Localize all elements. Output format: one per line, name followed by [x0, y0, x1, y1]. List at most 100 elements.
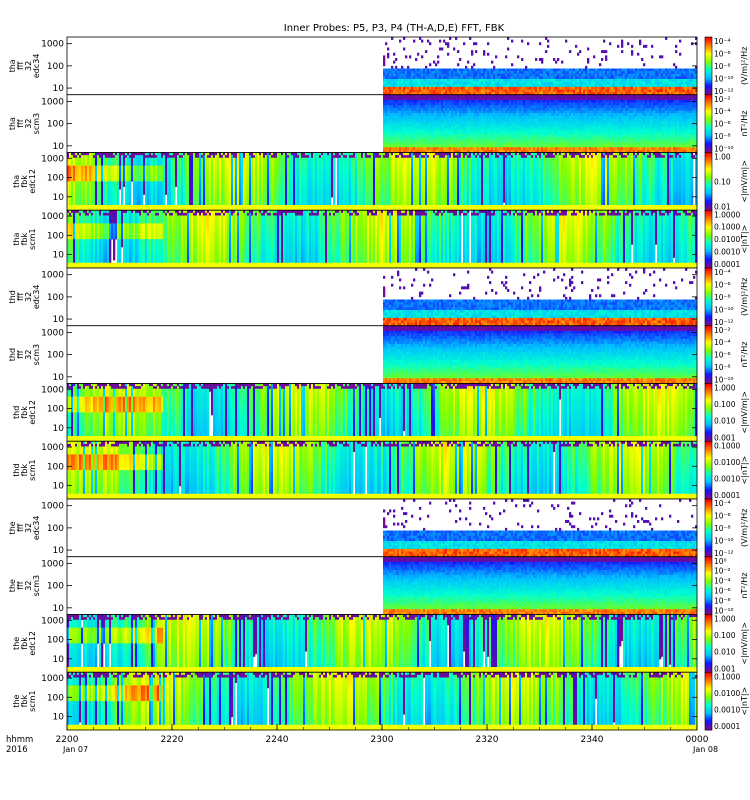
heatmap-cell	[487, 82, 489, 85]
heatmap-cell	[469, 84, 471, 87]
heatmap-cell	[455, 76, 457, 79]
heatmap-cell	[417, 90, 419, 93]
heatmap-cell	[455, 90, 457, 93]
heatmap-cell	[437, 74, 439, 77]
heatmap-cell	[467, 71, 469, 74]
heatmap-cell	[469, 69, 471, 72]
heatmap-cell	[411, 79, 413, 82]
heatmap-cell	[421, 74, 423, 77]
heatmap-cell	[413, 90, 415, 93]
heatmap-cell	[455, 74, 457, 77]
heatmap-cell	[461, 84, 463, 87]
heatmap-cell	[509, 84, 511, 87]
heatmap-cell	[449, 37, 451, 40]
heatmap-cell	[505, 76, 507, 79]
heatmap-cell	[473, 84, 475, 87]
heatmap-cell	[395, 87, 397, 90]
heatmap-cell	[469, 87, 471, 90]
heatmap-cell	[391, 87, 393, 90]
heatmap-cell	[433, 61, 435, 64]
heatmap-cell	[403, 69, 405, 72]
heatmap-cell	[505, 87, 507, 90]
heatmap-cell	[505, 79, 507, 82]
heatmap-cell	[401, 71, 403, 74]
heatmap-cell	[483, 79, 485, 82]
heatmap-cell	[491, 61, 493, 64]
heatmap-cell	[387, 74, 389, 77]
heatmap-cell	[447, 87, 449, 90]
heatmap-cell	[391, 74, 393, 77]
heatmap-cell	[453, 69, 455, 72]
heatmap-cell	[497, 76, 499, 79]
heatmap-cell	[437, 71, 439, 74]
heatmap-cell	[515, 84, 517, 87]
heatmap-cell	[471, 69, 473, 72]
heatmap-cell	[515, 90, 517, 93]
heatmap-cell	[391, 69, 393, 72]
heatmap-cell	[473, 42, 475, 45]
heatmap-cell	[517, 55, 519, 58]
heatmap-cell	[457, 50, 459, 53]
heatmap-cell	[465, 71, 467, 74]
heatmap-cell	[399, 71, 401, 74]
heatmap-cell	[493, 90, 495, 93]
heatmap-cell	[499, 79, 501, 82]
heatmap-cell	[517, 76, 519, 79]
heatmap-cell	[447, 45, 449, 48]
heatmap-cell	[443, 82, 445, 85]
heatmap-cell	[425, 76, 427, 79]
heatmap-cell	[507, 76, 509, 79]
heatmap-cell	[409, 76, 411, 79]
heatmap-cell	[513, 82, 515, 85]
heatmap-cell	[445, 84, 447, 87]
heatmap-cell	[389, 87, 391, 90]
heatmap-cell	[421, 55, 423, 58]
heatmap-cell	[385, 76, 387, 79]
heatmap-cell	[519, 82, 521, 85]
heatmap-cell	[459, 74, 461, 77]
heatmap-cell	[517, 69, 519, 72]
heatmap-cell	[489, 76, 491, 79]
heatmap-cell	[507, 82, 509, 85]
heatmap-cell	[443, 76, 445, 79]
heatmap-cell	[439, 76, 441, 79]
heatmap-cell	[393, 71, 395, 74]
heatmap-cell	[483, 50, 485, 53]
heatmap-cell	[407, 66, 409, 69]
heatmap-cell	[523, 69, 525, 72]
heatmap-cell	[521, 76, 523, 79]
heatmap-cell	[463, 69, 465, 72]
heatmap-cell	[497, 71, 499, 74]
heatmap-cell	[503, 69, 505, 72]
heatmap-cell	[447, 82, 449, 85]
heatmap-cell	[403, 71, 405, 74]
heatmap-cell	[523, 84, 525, 87]
heatmap-cell	[501, 74, 503, 77]
heatmap-cell	[441, 90, 443, 93]
heatmap-cell	[411, 82, 413, 85]
heatmap-cell	[455, 37, 457, 40]
heatmap-cell	[449, 79, 451, 82]
heatmap-cell	[497, 69, 499, 72]
heatmap-cell	[515, 79, 517, 82]
heatmap-cell	[525, 69, 527, 72]
heatmap-cell	[477, 71, 479, 74]
heatmap-cell	[443, 87, 445, 90]
heatmap-cell	[467, 82, 469, 85]
heatmap-cell	[387, 84, 389, 87]
heatmap-cell	[447, 90, 449, 93]
heatmap-cell	[519, 69, 521, 72]
heatmap-cell	[487, 90, 489, 93]
heatmap-cell	[391, 90, 393, 93]
heatmap-cell	[403, 37, 405, 40]
heatmap-cell	[511, 79, 513, 82]
heatmap-cell	[403, 48, 405, 51]
heatmap-cell	[493, 76, 495, 79]
heatmap-cell	[457, 69, 459, 72]
heatmap-cell	[499, 84, 501, 87]
heatmap-cell	[481, 84, 483, 87]
heatmap-cell	[511, 87, 513, 90]
heatmap-cell	[399, 90, 401, 93]
heatmap-cell	[495, 71, 497, 74]
heatmap-cell	[509, 76, 511, 79]
